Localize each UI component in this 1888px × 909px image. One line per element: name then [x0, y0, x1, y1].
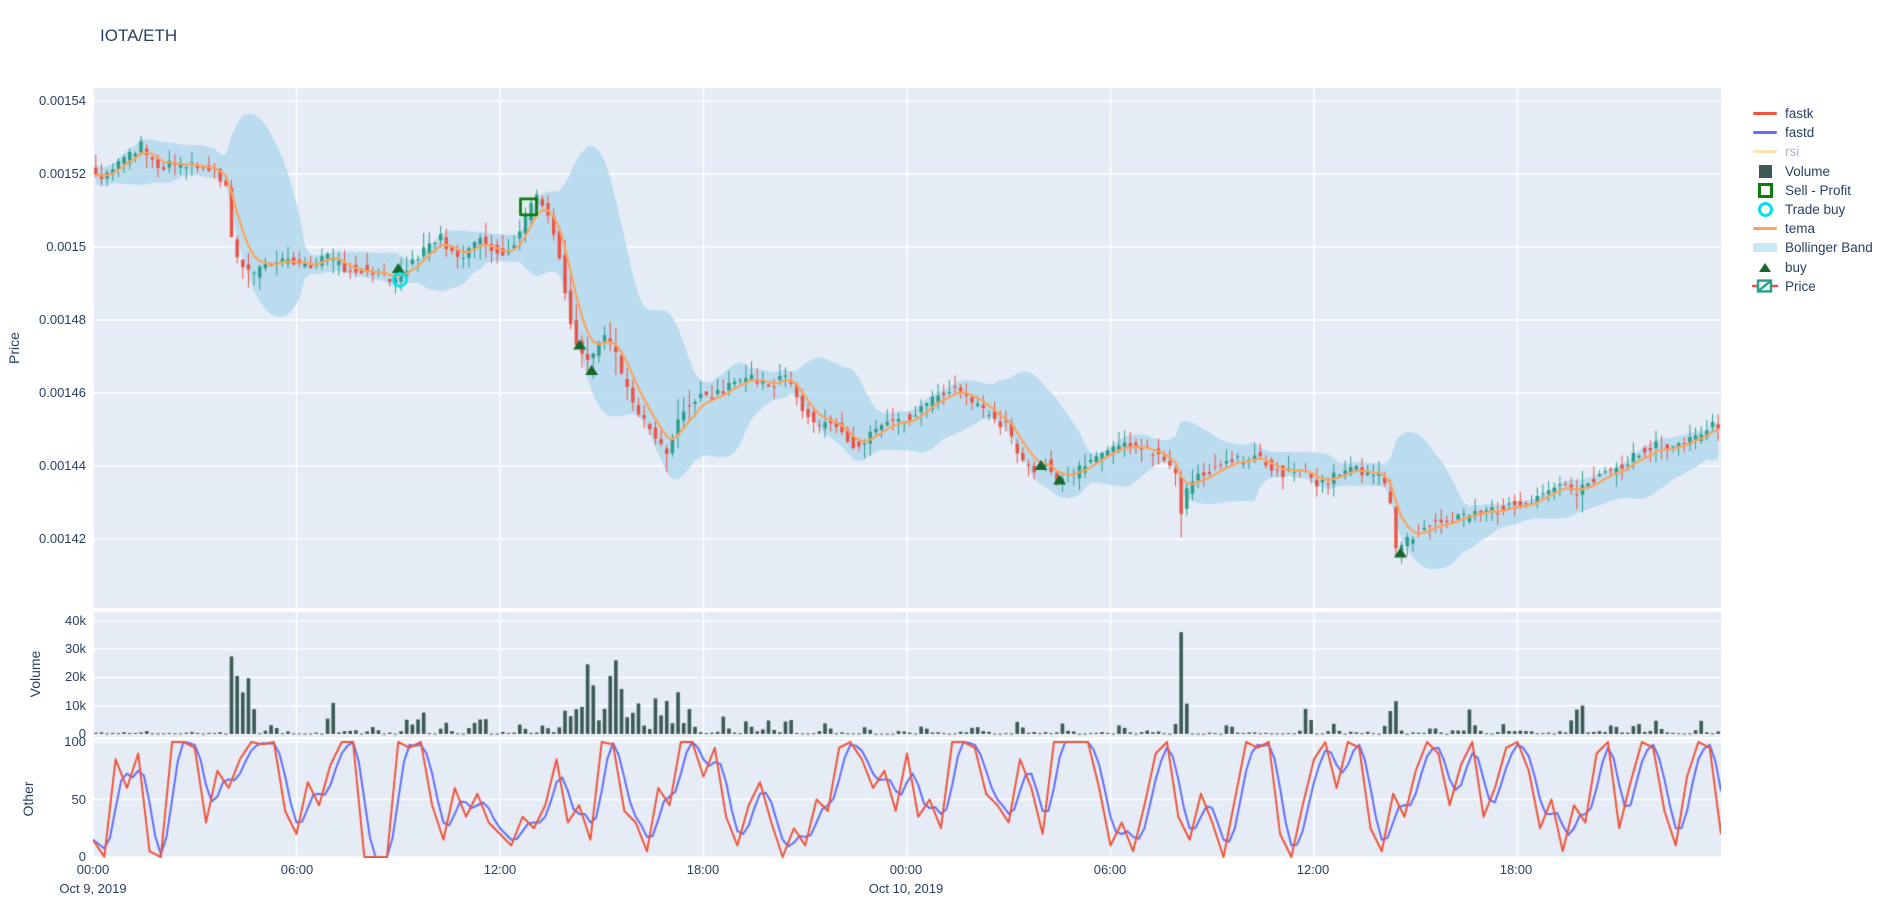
fastd-line-icon	[1752, 131, 1778, 135]
legend-item-bollinger[interactable]: Bollinger Band	[1752, 238, 1873, 257]
volume-tick: 10k	[65, 698, 86, 713]
price-tick: 0.00154	[39, 93, 86, 108]
x-tick: 00:00	[889, 862, 923, 877]
other-panel-canvas[interactable]	[93, 740, 1721, 858]
price-tick: 0.0015	[46, 239, 86, 254]
x-tick: 12:00	[1296, 862, 1330, 877]
price-tick: 0.00148	[39, 312, 86, 327]
other-axis-title: Other	[20, 781, 36, 817]
legend-item-fastk[interactable]: fastk	[1752, 104, 1873, 123]
volume-panel-canvas[interactable]	[93, 612, 1721, 737]
fastk-line-icon	[1752, 112, 1778, 116]
legend-label: fastk	[1785, 106, 1814, 122]
sell-profit-square-icon	[1752, 182, 1778, 198]
legend-label: fastd	[1785, 125, 1815, 141]
other-tick: 50	[71, 792, 86, 807]
x-date-label: Oct 9, 2019	[59, 881, 127, 896]
price-panel-canvas[interactable]	[93, 88, 1721, 608]
legend-label: Price	[1785, 278, 1816, 294]
x-tick: 00:00	[76, 862, 110, 877]
price-axis-title: Price	[6, 332, 22, 364]
legend-label: Bollinger Band	[1785, 240, 1873, 256]
legend-item-buy[interactable]: buy	[1752, 258, 1873, 277]
other-tick: 100	[64, 734, 86, 749]
candlestick-icon	[1752, 279, 1778, 293]
price-tick: 0.00144	[39, 458, 86, 473]
legend-label: Volume	[1785, 163, 1831, 179]
x-tick: 06:00	[280, 862, 314, 877]
volume-square-icon	[1752, 164, 1778, 178]
price-tick: 0.00152	[39, 166, 86, 181]
legend-label: buy	[1785, 259, 1807, 275]
x-tick: 06:00	[1093, 862, 1127, 877]
legend-label: Trade buy	[1785, 202, 1846, 218]
volume-tick: 40k	[65, 613, 86, 628]
volume-tick: 20k	[65, 669, 86, 684]
legend-item-trade-buy[interactable]: Trade buy	[1752, 200, 1873, 219]
price-tick: 0.00146	[39, 385, 86, 400]
legend-label: rsi	[1785, 144, 1800, 160]
legend-item-fastd[interactable]: fastd	[1752, 123, 1873, 142]
volume-axis-title: Volume	[27, 650, 43, 698]
x-tick: 18:00	[1499, 862, 1533, 877]
legend-item-price[interactable]: Price	[1752, 277, 1873, 296]
x-date-label: Oct 10, 2019	[868, 881, 944, 896]
legend-label: tema	[1785, 221, 1816, 237]
buy-triangle-icon	[1752, 262, 1778, 272]
legend-item-volume[interactable]: Volume	[1752, 162, 1873, 181]
price-tick: 0.00142	[39, 531, 86, 546]
page-title: IOTA/ETH	[100, 26, 178, 45]
legend-item-sell-profit[interactable]: Sell - Profit	[1752, 181, 1873, 200]
volume-tick: 0	[78, 726, 86, 741]
trade-buy-circle-icon	[1752, 202, 1778, 218]
rsi-line-icon	[1752, 150, 1778, 154]
tema-line-icon	[1752, 227, 1778, 231]
bollinger-band-icon	[1752, 243, 1778, 253]
x-tick: 18:00	[686, 862, 720, 877]
legend-item-tema[interactable]: tema	[1752, 219, 1873, 238]
legend-label: Sell - Profit	[1785, 182, 1852, 198]
x-tick: 12:00	[483, 862, 517, 877]
volume-tick: 30k	[65, 641, 86, 656]
legend-item-rsi[interactable]: rsi	[1752, 142, 1873, 161]
legend: fastk fastd rsi Volume Sell - Profit Tra…	[1752, 104, 1873, 296]
other-tick: 0	[78, 849, 86, 864]
